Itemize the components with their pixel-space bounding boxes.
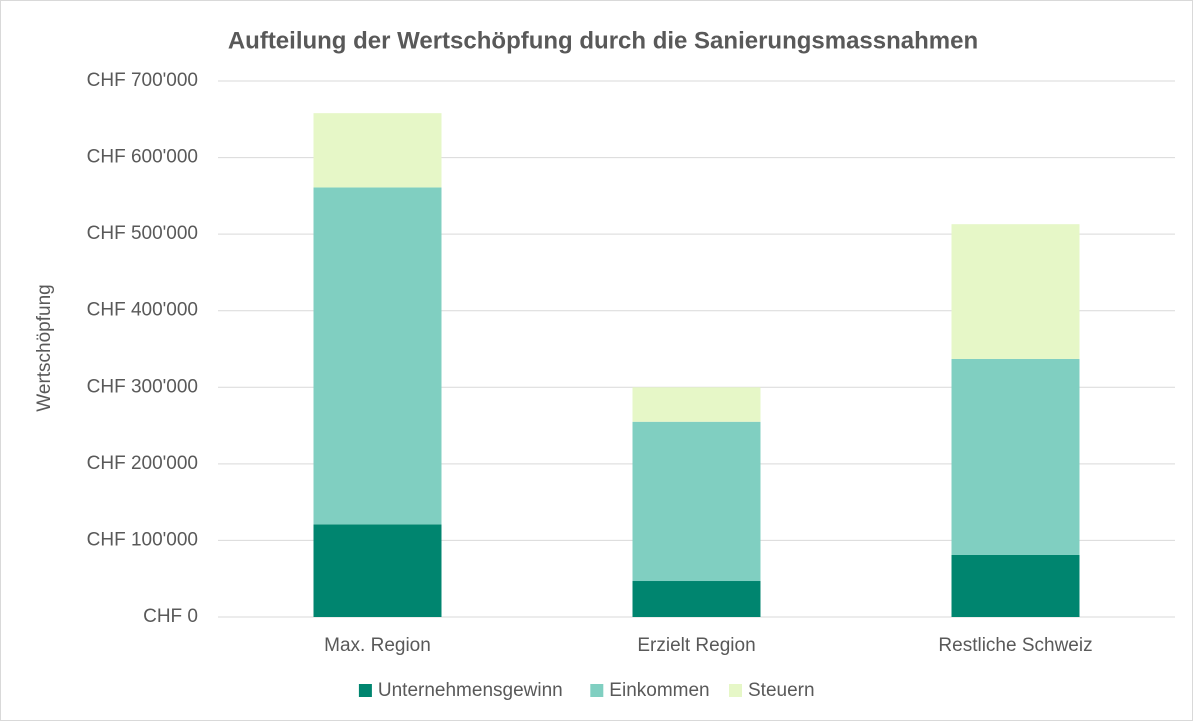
chart-title: Aufteilung der Wertschöpfung durch die S…: [228, 27, 978, 54]
legend-swatch: [590, 684, 604, 697]
bar-segment: [951, 358, 1080, 555]
y-tick-label: CHF 700'000: [87, 70, 198, 91]
y-tick-label: CHF 300'000: [87, 376, 198, 397]
y-tick-label: CHF 600'000: [87, 147, 198, 168]
x-tick-label: Restliche Schweiz: [938, 635, 1092, 656]
y-tick-label: CHF 200'000: [87, 453, 198, 474]
y-tick-label: CHF 400'000: [87, 300, 198, 321]
x-tick-label: Erzielt Region: [637, 635, 755, 656]
bar-segment: [951, 554, 1080, 617]
legend-swatch: [729, 684, 742, 697]
bar-segment: [313, 113, 442, 188]
y-axis-label: Wertschöpfung: [34, 284, 55, 411]
bar-segment: [632, 387, 761, 422]
bar-segment: [313, 187, 442, 525]
y-tick-label: CHF 500'000: [87, 223, 198, 244]
legend-swatch: [358, 684, 372, 697]
legend-label: Steuern: [748, 680, 815, 701]
y-tick-label: CHF 0: [143, 606, 198, 627]
x-tick-label: Max. Region: [324, 635, 431, 656]
y-tick-label: CHF 100'000: [87, 529, 198, 550]
bar-segment: [632, 581, 761, 617]
bar-segment: [632, 421, 761, 582]
bar-segment: [951, 224, 1080, 359]
legend-label: Einkommen: [609, 680, 709, 701]
legend-label: Unternehmensgewinn: [378, 680, 563, 701]
bar-segment: [313, 524, 442, 617]
